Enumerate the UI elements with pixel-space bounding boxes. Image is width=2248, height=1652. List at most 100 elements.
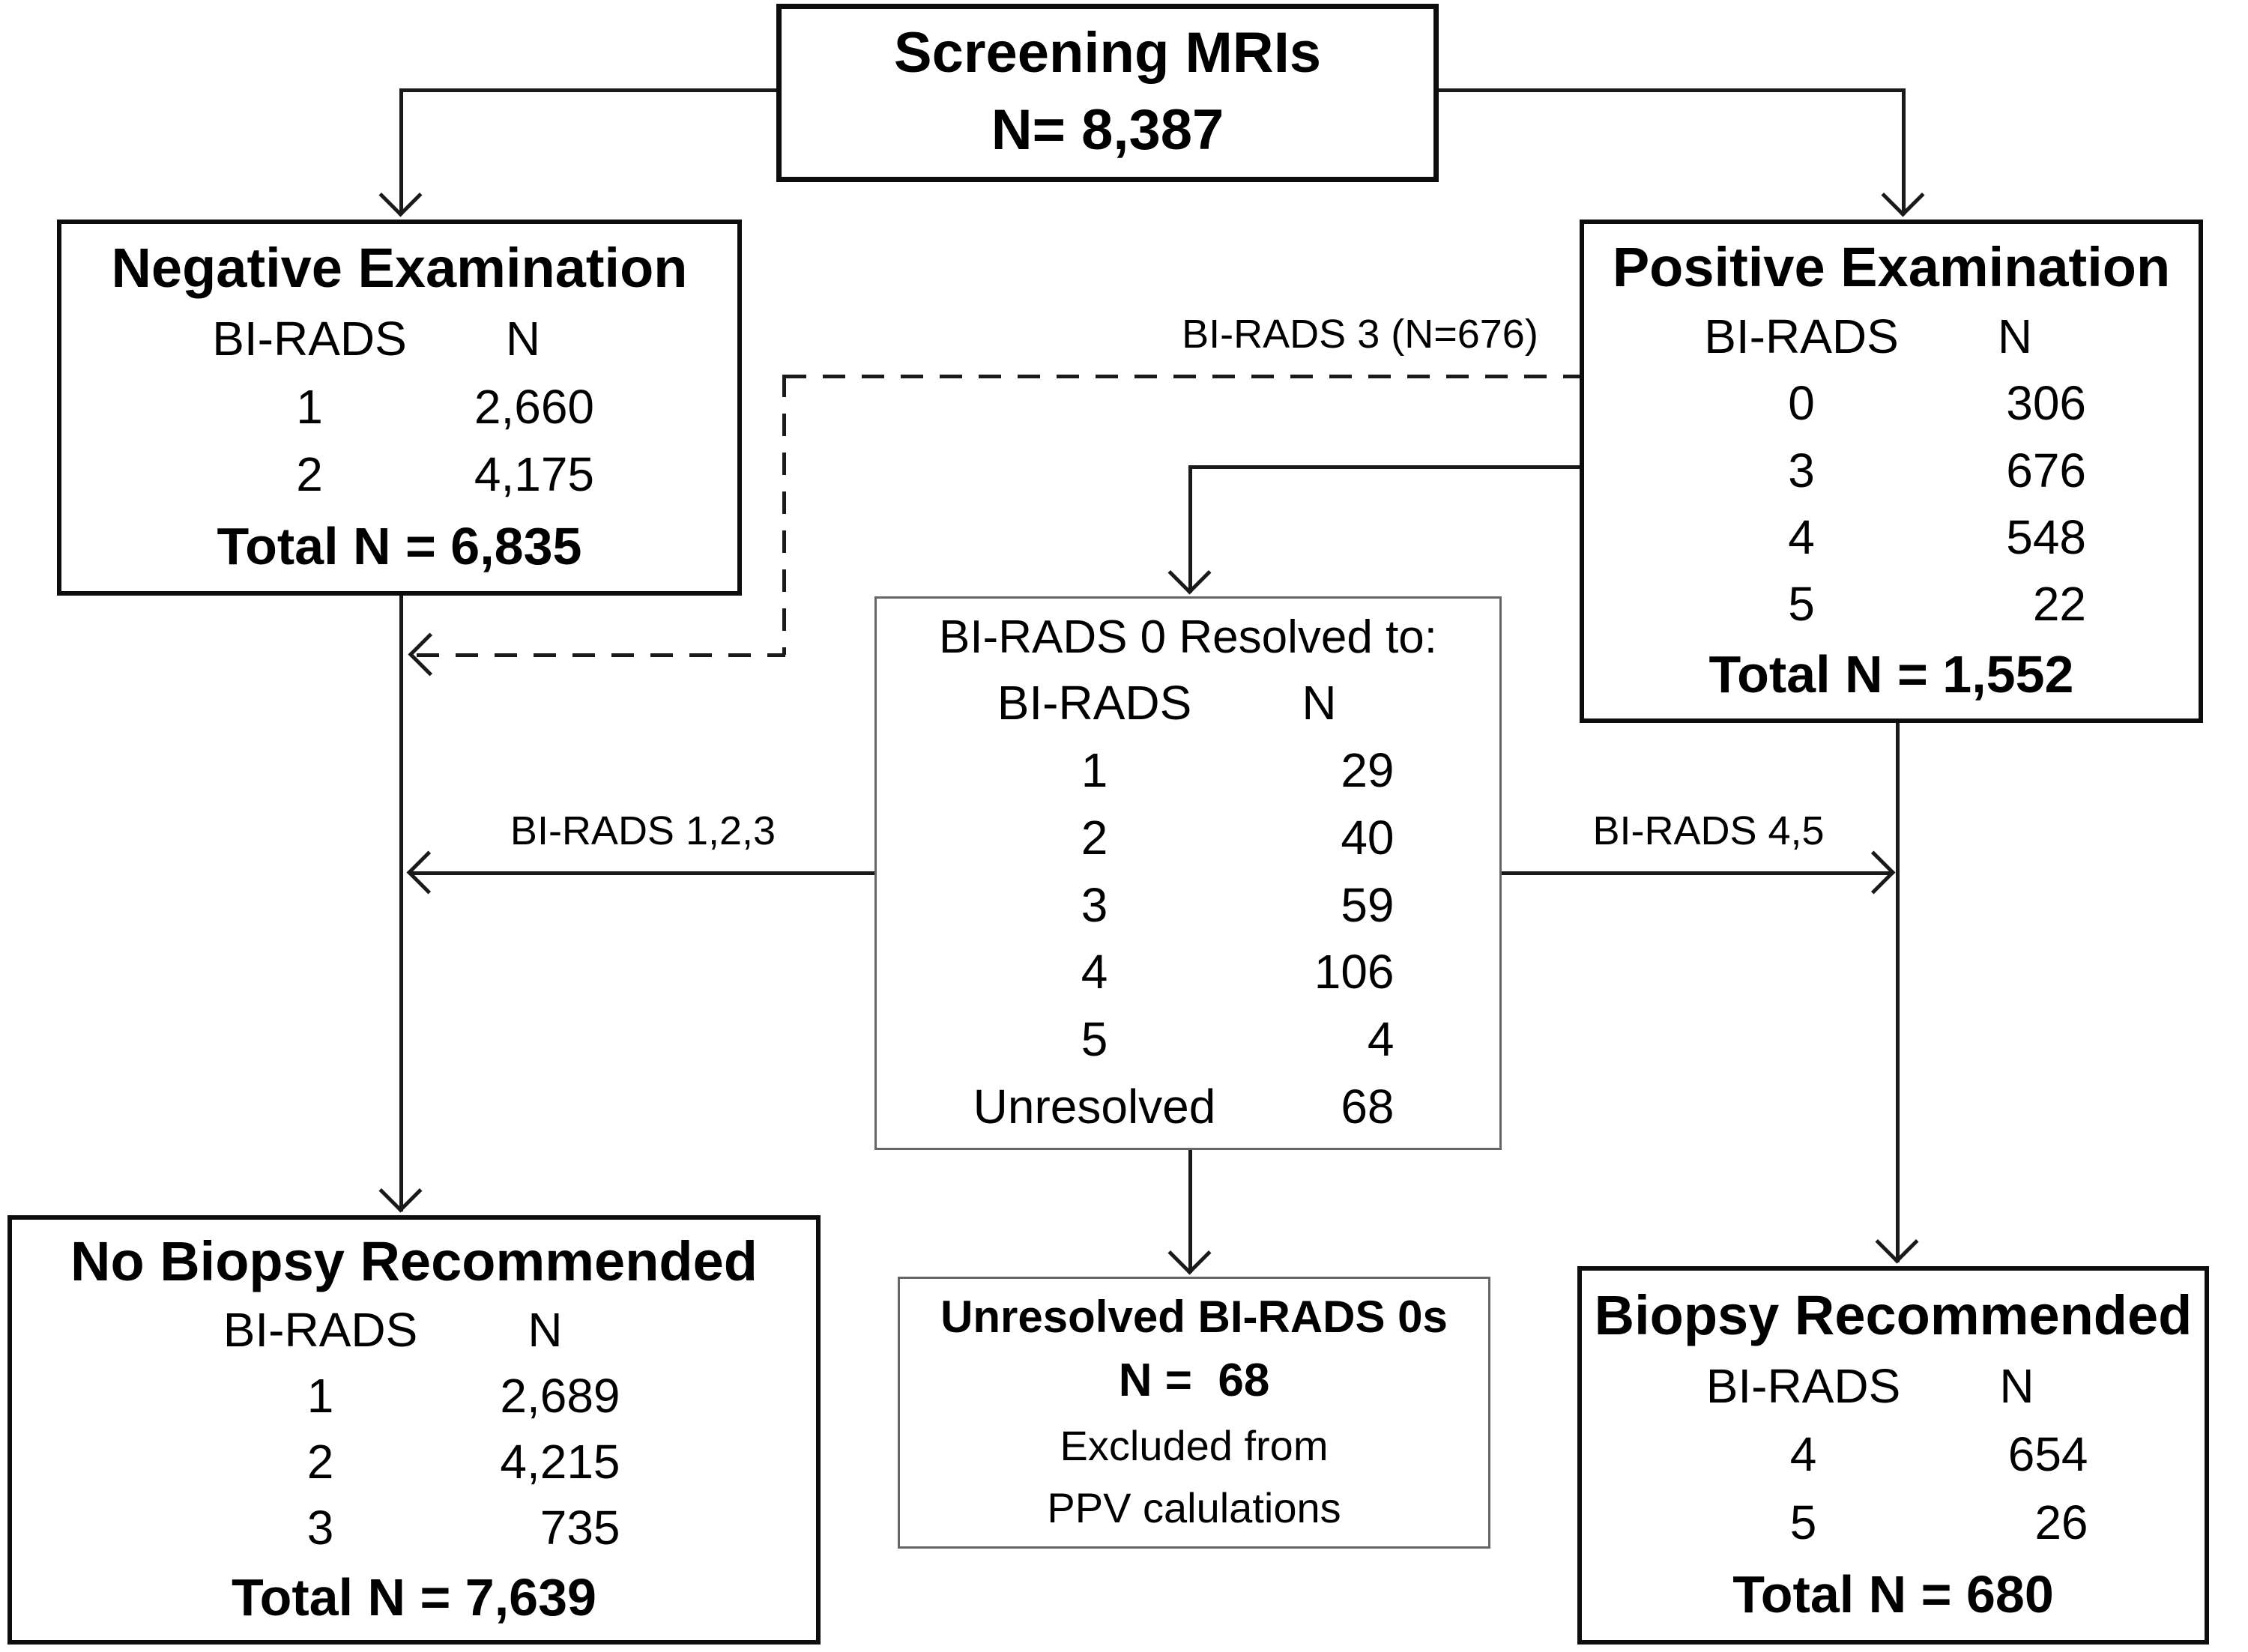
table-row: 0 306 bbox=[1696, 376, 2086, 431]
unresolved-title: Unresolved BI-RADS 0s bbox=[940, 1291, 1448, 1342]
negative-table-header: BI-RADS N bbox=[205, 312, 594, 366]
grade-cell: Unresolved bbox=[973, 1080, 1216, 1134]
connector-resolved-down bbox=[1188, 1150, 1192, 1273]
positive-total: Total N = 1,552 bbox=[1708, 645, 2074, 704]
connector-resolved-to-left bbox=[411, 871, 878, 875]
unresolved-count: N = 68 bbox=[1118, 1355, 1270, 1407]
screening-mris-box: Screening MRIs N= 8,387 bbox=[776, 4, 1439, 182]
connector-top-right-vertical bbox=[1902, 88, 1906, 214]
table-row: 1 2,689 bbox=[208, 1369, 620, 1423]
no-biopsy-title: No Biopsy Recommended bbox=[70, 1230, 758, 1293]
count-cell: 2,689 bbox=[500, 1369, 620, 1423]
negative-col1-header: BI-RADS bbox=[212, 312, 407, 366]
arrowhead-dashed-birads3-icon bbox=[408, 632, 452, 677]
biopsy-title: Biopsy Recommended bbox=[1594, 1283, 2193, 1346]
table-row: 3 735 bbox=[208, 1501, 620, 1554]
biopsy-table-header: BI-RADS N bbox=[1699, 1359, 2088, 1414]
negative-examination-box: Negative Examination BI-RADS N 1 2,660 2… bbox=[57, 220, 742, 596]
table-row: 4 106 bbox=[982, 945, 1395, 999]
count-cell: 68 bbox=[1341, 1080, 1395, 1134]
unresolved-note-line2: PPV calulations bbox=[1047, 1484, 1341, 1532]
edge-label-birads45: BI-RADS 4,5 bbox=[1592, 808, 1825, 853]
grade-cell: 4 bbox=[1789, 1427, 1817, 1482]
count-cell: 2,660 bbox=[474, 379, 594, 434]
table-row: 2 40 bbox=[982, 811, 1395, 864]
count-cell: 306 bbox=[2006, 376, 2086, 431]
count-cell: 548 bbox=[2006, 509, 2086, 564]
negative-title: Negative Examination bbox=[111, 237, 688, 300]
edge-label-birads123: BI-RADS 1,2,3 bbox=[510, 808, 776, 853]
dashed-connector-horizontal-lower bbox=[417, 653, 785, 657]
count-cell: 26 bbox=[2034, 1495, 2088, 1550]
arrowhead-birads123-icon bbox=[406, 850, 450, 895]
count-cell: 676 bbox=[2006, 443, 2086, 497]
grade-cell: 5 bbox=[1789, 1495, 1817, 1550]
connector-negative-down bbox=[399, 596, 403, 1211]
positive-examination-box: Positive Examination BI-RADS N 0 306 3 6… bbox=[1580, 220, 2203, 723]
no-biopsy-col2-header: N bbox=[528, 1303, 563, 1358]
screening-title: Screening MRIs bbox=[893, 21, 1322, 85]
grade-cell: 3 bbox=[306, 1500, 334, 1555]
arrowhead-into-unresolved-icon bbox=[1167, 1231, 1212, 1275]
count-cell: 654 bbox=[2007, 1427, 2088, 1482]
table-row: 2 4,215 bbox=[208, 1435, 620, 1489]
arrowhead-into-no-biopsy-icon bbox=[378, 1169, 423, 1213]
table-row: 5 26 bbox=[1699, 1496, 2088, 1549]
count-cell: 59 bbox=[1341, 877, 1395, 932]
count-cell: 29 bbox=[1341, 742, 1395, 797]
table-row: 5 22 bbox=[1696, 576, 2086, 631]
grade-cell: 1 bbox=[1081, 742, 1108, 797]
unresolved-note-line1: Excluded from bbox=[1060, 1421, 1329, 1469]
no-biopsy-col1-header: BI-RADS bbox=[223, 1303, 418, 1358]
count-cell: 735 bbox=[540, 1500, 620, 1555]
count-cell: 106 bbox=[1314, 945, 1395, 999]
table-row: 1 2,660 bbox=[205, 379, 594, 434]
grade-cell: 0 bbox=[1788, 376, 1815, 431]
count-cell: 40 bbox=[1341, 810, 1395, 865]
grade-cell: 5 bbox=[1788, 576, 1815, 631]
table-row: 4 548 bbox=[1696, 509, 2086, 564]
screening-count: N= 8,387 bbox=[991, 97, 1224, 162]
no-biopsy-total: Total N = 7,639 bbox=[232, 1567, 596, 1627]
negative-total: Total N = 6,835 bbox=[217, 516, 582, 575]
resolved-col1-header: BI-RADS bbox=[997, 676, 1192, 730]
no-biopsy-box: No Biopsy Recommended BI-RADS N 1 2,689 … bbox=[7, 1215, 821, 1645]
positive-title: Positive Examination bbox=[1612, 235, 2171, 298]
positive-col1-header: BI-RADS bbox=[1704, 309, 1899, 364]
table-row: 5 4 bbox=[982, 1012, 1395, 1067]
table-row: 2 4,175 bbox=[205, 447, 594, 502]
arrowhead-into-negative-icon bbox=[378, 173, 423, 217]
table-row: Unresolved 68 bbox=[973, 1080, 1395, 1134]
grade-cell: 2 bbox=[296, 447, 323, 502]
positive-table-header: BI-RADS N bbox=[1696, 310, 2086, 363]
connector-positive-to-resolved-horizontal bbox=[1190, 465, 1581, 469]
table-row: 4 654 bbox=[1699, 1427, 2088, 1482]
birads0-resolved-box: BI-RADS 0 Resolved to: BI-RADS N 1 29 2 … bbox=[874, 596, 1502, 1150]
connector-top-left-vertical bbox=[399, 88, 403, 214]
count-cell: 4,175 bbox=[474, 447, 594, 502]
table-row: 1 29 bbox=[982, 742, 1395, 797]
resolved-table-header: BI-RADS N bbox=[982, 676, 1395, 730]
biopsy-total: Total N = 680 bbox=[1732, 1565, 2054, 1624]
grade-cell: 2 bbox=[306, 1435, 334, 1489]
table-row: 3 676 bbox=[1696, 444, 2086, 497]
arrowhead-birads45-icon bbox=[1852, 850, 1896, 895]
grade-cell: 1 bbox=[296, 379, 323, 434]
grade-cell: 5 bbox=[1081, 1012, 1108, 1067]
count-cell: 4,215 bbox=[500, 1435, 620, 1489]
arrowhead-into-positive-icon bbox=[1881, 173, 1925, 217]
table-row: 3 59 bbox=[982, 877, 1395, 932]
grade-cell: 4 bbox=[1081, 945, 1108, 999]
biopsy-recommended-box: Biopsy Recommended BI-RADS N 4 654 5 26 … bbox=[1577, 1266, 2209, 1645]
connector-resolved-to-right bbox=[1500, 871, 1893, 875]
resolved-title: BI-RADS 0 Resolved to: bbox=[938, 611, 1438, 664]
connector-positive-to-resolved-vertical bbox=[1188, 465, 1192, 593]
resolved-col2-header: N bbox=[1302, 676, 1337, 730]
biopsy-col1-header: BI-RADS bbox=[1705, 1359, 1901, 1414]
negative-col2-header: N bbox=[505, 312, 541, 366]
dashed-connector-vertical bbox=[782, 375, 786, 655]
connector-top-left-horizontal bbox=[401, 88, 778, 92]
unresolved-birads0-box: Unresolved BI-RADS 0s N = 68 Excluded fr… bbox=[898, 1277, 1490, 1549]
connector-top-right-horizontal bbox=[1437, 88, 1905, 92]
